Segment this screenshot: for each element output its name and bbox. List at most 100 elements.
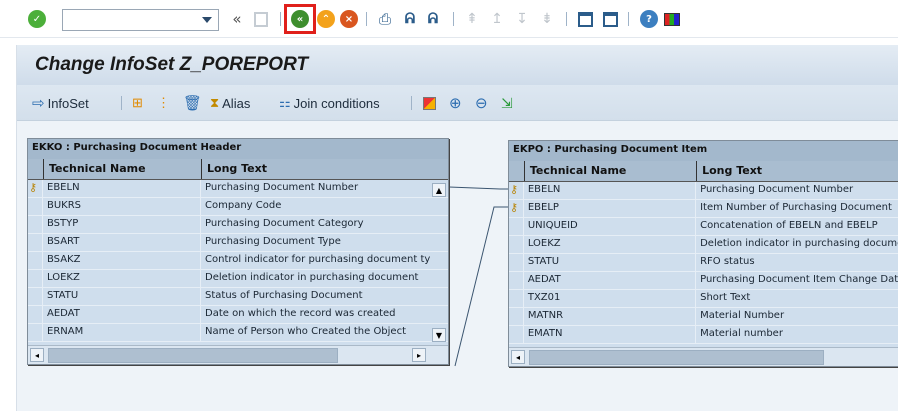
find-icon[interactable]: ᕱ — [404, 11, 416, 27]
table-row[interactable]: AEDAT Date on which the record was create… — [28, 306, 448, 324]
technical-name-cell: LOEKZ — [43, 270, 201, 287]
table-row[interactable]: BSAKZ Control indicator for purchasing do… — [28, 252, 448, 270]
key-cell — [509, 236, 524, 253]
table-row[interactable]: EMATN Material number — [509, 326, 898, 344]
zoom-out-button[interactable]: ⊖ — [475, 93, 488, 113]
technical-name-cell: LOEKZ — [524, 236, 697, 253]
key-cell — [28, 324, 43, 341]
separator — [411, 96, 412, 110]
table-row[interactable]: MATNR Material Number — [509, 308, 898, 326]
column-header[interactable]: Technical Name — [43, 159, 201, 179]
column-header-row: Technical Name Long Text — [28, 159, 448, 180]
horizontal-scrollbar[interactable]: ◂ ▸ — [28, 345, 448, 364]
zoom-in-button[interactable]: ⊕ — [449, 93, 462, 113]
table-ekko[interactable]: EKKO : Purchasing Document Header Technic… — [27, 138, 449, 365]
table-row[interactable]: LOEKZ Deletion indicator in purchasing do… — [509, 236, 898, 254]
shortcut-icon[interactable] — [601, 10, 619, 28]
key-cell — [28, 198, 43, 215]
technical-name-cell: BSTYP — [43, 216, 201, 233]
chevron-down-icon[interactable] — [202, 17, 212, 23]
scroll-left-button[interactable]: ◂ — [30, 348, 44, 362]
scroll-left-button[interactable]: ◂ — [511, 350, 525, 364]
key-cell — [28, 216, 43, 233]
table-ekpo[interactable]: EKPO : Purchasing Document Item Technical… — [508, 140, 898, 367]
table-row[interactable]: BSTYP Purchasing Document Category — [28, 216, 448, 234]
key-icon: ⚷ — [510, 183, 519, 196]
layout-button[interactable] — [423, 93, 436, 113]
column-header-row: Technical Name Long Text — [509, 161, 898, 182]
last-page-icon[interactable]: ⇟ — [541, 11, 553, 27]
key-cell — [28, 306, 43, 323]
cancel-icon[interactable]: × — [340, 10, 358, 28]
join-conditions-button[interactable]: ⚏ Join conditions — [279, 95, 380, 111]
key-column-header — [28, 159, 43, 179]
first-page-icon[interactable]: ⇞ — [466, 11, 478, 27]
sort-table-button[interactable]: ⋮ — [157, 93, 170, 113]
application-toolbar: ⇨ InfoSet ⊞ ⋮ 🗑 ⧗ Alias ⚏ Join conditions ⊕… — [17, 85, 898, 121]
long-text-cell: Status of Purchasing Document — [205, 290, 363, 301]
technical-name-cell: EMATN — [524, 326, 697, 343]
table-row[interactable]: ⚷ EBELP Item Number of Purchasing Document — [509, 200, 898, 218]
collapse-icon[interactable]: « — [232, 10, 242, 28]
long-text-cell: Deletion indicator in purchasing documen… — [700, 238, 898, 249]
table-row[interactable]: AEDAT Purchasing Document Item Change Dat… — [509, 272, 898, 290]
key-cell — [509, 254, 524, 271]
key-cell: ⚷ — [509, 200, 524, 217]
separator — [280, 12, 281, 26]
export-icon: ⇲ — [501, 94, 513, 111]
add-table-icon: ⊞ — [132, 95, 143, 110]
system-toolbar: ✓ « « ⌃ × ⎙ ᕱ ᕱ ⇞ ↥ ↧ ⇟ ? — [0, 0, 898, 38]
key-cell — [28, 270, 43, 287]
table-row[interactable]: STATU Status of Purchasing Document — [28, 288, 448, 306]
previous-page-icon[interactable]: ↥ — [491, 11, 503, 27]
save-icon[interactable] — [252, 10, 270, 28]
arrow-right-icon: ⇨ — [32, 95, 45, 112]
table-row[interactable]: BSART Purchasing Document Type — [28, 234, 448, 252]
help-icon[interactable]: ? — [640, 10, 658, 28]
next-page-icon[interactable]: ↧ — [516, 11, 528, 27]
join-line-ebelp — [454, 206, 510, 367]
long-text-cell: Purchasing Document Number — [205, 182, 359, 193]
table-row[interactable]: ⚷ EBELN Purchasing Document Number — [28, 180, 448, 198]
export-button[interactable]: ⇲ — [501, 93, 513, 113]
new-session-icon[interactable] — [576, 10, 594, 28]
column-header[interactable]: Technical Name — [523, 161, 696, 181]
exit-icon[interactable]: ⌃ — [317, 10, 335, 28]
table-row[interactable]: TXZ01 Short Text — [509, 290, 898, 308]
scrollbar-thumb[interactable] — [48, 348, 338, 363]
table-row[interactable]: BUKRS Company Code — [28, 198, 448, 216]
scroll-right-button[interactable]: ▸ — [412, 348, 426, 362]
table-row[interactable]: UNIQUEID Concatenation of EBELN and EBELP — [509, 218, 898, 236]
technical-name-cell: BSAKZ — [43, 252, 201, 269]
scroll-up-button[interactable]: ▲ — [432, 183, 446, 197]
technical-name-cell: EBELN — [43, 180, 201, 197]
table-row[interactable]: ⚷ EBELN Purchasing Document Number — [509, 182, 898, 200]
table-row[interactable]: STATU RFO status — [509, 254, 898, 272]
table-row[interactable]: LOEKZ Deletion indicator in purchasing do… — [28, 270, 448, 288]
column-header[interactable]: Long Text — [201, 159, 431, 179]
column-header[interactable]: Long Text — [696, 161, 898, 181]
customize-layout-icon[interactable] — [663, 10, 681, 28]
print-icon[interactable]: ⎙ — [378, 10, 391, 28]
table-row[interactable]: ERNAM Name of Person who Created the Obje… — [28, 324, 448, 342]
scrollbar-thumb[interactable] — [529, 350, 824, 365]
long-text-cell: Purchasing Document Number — [700, 184, 854, 195]
zoom-in-icon: ⊕ — [449, 95, 462, 112]
zoom-out-icon: ⊖ — [475, 95, 488, 112]
infoset-button[interactable]: ⇨ InfoSet — [32, 95, 89, 112]
alias-button[interactable]: ⧗ Alias — [210, 95, 251, 111]
alias-icon: ⧗ — [210, 95, 220, 110]
key-icon: ⚷ — [510, 201, 519, 214]
technical-name-cell: AEDAT — [43, 306, 201, 323]
horizontal-scrollbar[interactable]: ◂ — [509, 347, 898, 366]
long-text-cell: Item Number of Purchasing Document — [700, 202, 892, 213]
find-next-icon[interactable]: ᕱ — [427, 11, 439, 27]
enter-check-icon[interactable]: ✓ — [28, 10, 46, 28]
scroll-down-button[interactable]: ▼ — [432, 328, 446, 342]
delete-button[interactable]: 🗑 — [183, 93, 202, 113]
back-icon[interactable]: « — [291, 10, 309, 28]
command-field[interactable] — [62, 9, 219, 31]
add-table-button[interactable]: ⊞ — [132, 93, 143, 113]
key-cell — [509, 272, 524, 289]
